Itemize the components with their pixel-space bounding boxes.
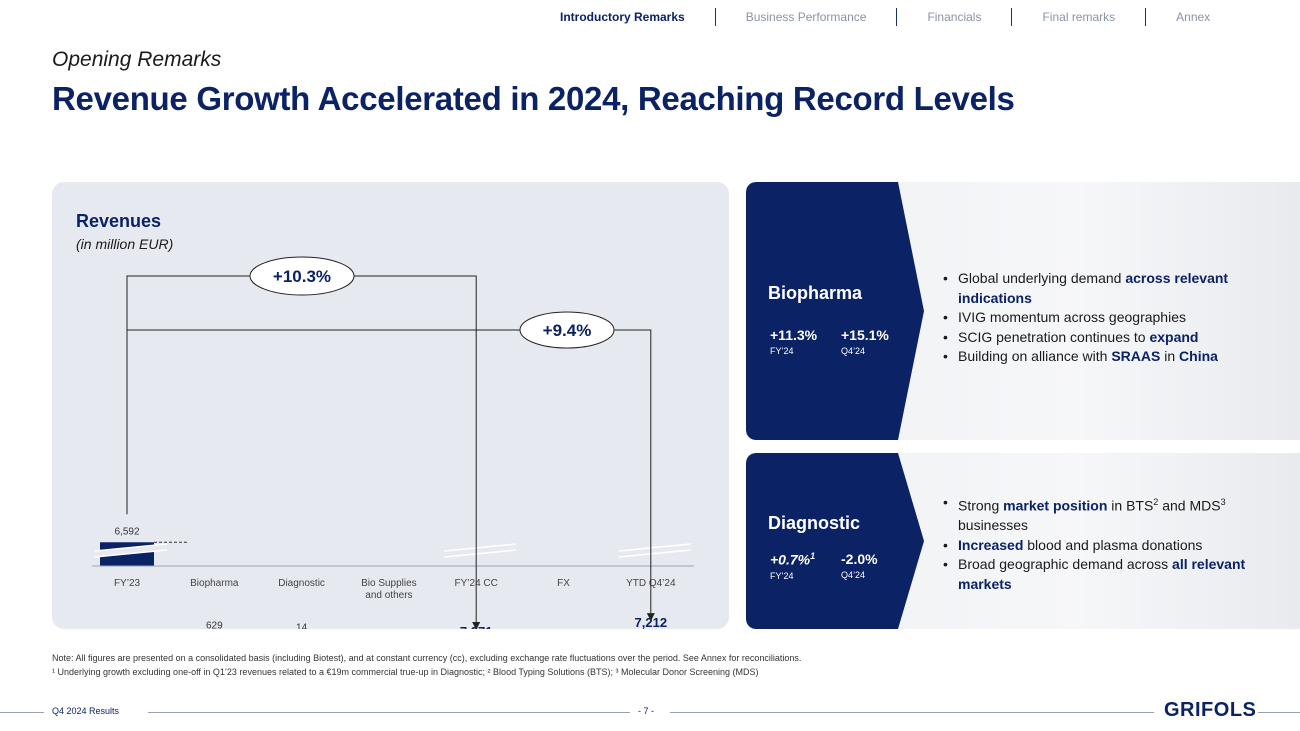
tick-label-5: FX [557,578,570,589]
biopharma-kpi-fy: +11.3% FY’24 [770,327,817,356]
axis-break-gap [94,544,168,557]
revenue-waterfall-chart: 6,592FY’23629Biopharma14Diagnostic63Bio … [92,256,694,629]
page-title: Revenue Growth Accelerated in 2024, Reac… [52,80,1015,117]
bullet-emphasis: SRAAS [1111,348,1161,364]
chart-panel [52,182,729,629]
footer-report-name: Q4 2024 Results [52,706,120,716]
kpi-value: +15.1% [841,327,889,343]
footnote-line-2: ¹ Underlying growth excluding one-off in… [52,666,759,677]
footnote-marker: 2 [1153,497,1159,507]
section-subtitle: Opening Remarks [52,48,222,71]
bullet-emphasis: across relevant indications [958,270,1229,306]
kpi-label: Q4’24 [841,346,866,356]
bullet-item: Strong market position in BTS2 and MDS3 … [941,493,1281,536]
footnotes: Note: All figures are presented on a con… [52,652,801,679]
bullet-text: IVIG momentum across geographies [958,309,1186,325]
kpi-label: Q4’24 [841,570,866,580]
footer-divider [670,712,1154,713]
bullet-emphasis: China [1179,348,1218,364]
bullet-emphasis: all relevant markets [958,556,1246,592]
diagnostic-kpi-q4: -2.0% Q4’24 [841,551,878,580]
bullet-item: Building on alliance with SRAAS in China [941,347,1281,367]
bullet-text: and MDS [1158,497,1221,514]
footer-divider [148,712,630,713]
annotation-arrow [472,622,481,629]
diagnostic-title: Diagnostic [768,513,861,533]
data-label-1: 629 [206,621,223,629]
nav-business-performance[interactable]: Business Performance [714,8,897,26]
axis-break-gap [443,544,517,557]
bullet-text: blood and plasma donations [1023,536,1203,553]
grifols-logo: GRIFOLS [1164,699,1257,721]
diagnostic-bullet-list: Strong market position in BTS2 and MDS3 … [941,493,1281,594]
annotation-arrow [646,613,655,622]
axis-break-mark [94,543,168,552]
nav-introductory-remarks[interactable]: Introductory Remarks [560,10,685,24]
bullet-text: Building on alliance with [958,348,1112,364]
kpi-label: FY’24 [770,570,794,581]
kpi-value: +11.3% [770,327,818,343]
tick-label-3: and others [365,590,412,601]
footer-divider [0,712,44,713]
growth-label-ytd: +9.4% [543,321,592,340]
footnote-marker: 3 [1220,497,1226,507]
kpi-label: FY’24 [770,346,794,356]
kpi-value: -2.0% [841,551,878,567]
tick-label-0: FY’23 [114,578,141,589]
biopharma-panel: Biopharma +11.3% FY’24 +15.1% Q4’24 Glob… [746,182,1300,440]
nav-financials[interactable]: Financials [896,8,1011,26]
nav-final-remarks[interactable]: Final remarks [1011,8,1145,26]
bullet-text: Global underlying demand [958,270,1126,286]
bullet-emphasis: Increased [958,536,1024,553]
tick-label-1: Biopharma [190,578,239,589]
axis-break-gap [618,544,692,557]
kpi-value: +0.7%1 [770,551,815,568]
bullet-text: in [1160,348,1180,364]
bullet-emphasis: market position [1003,497,1108,514]
bullet-emphasis: expand [1149,328,1199,345]
axis-break-mark [444,543,517,552]
bullet-item: Increased blood and plasma donations [941,536,1281,556]
chart-unit: (in million EUR) [76,236,174,252]
diagnostic-chevron [746,453,924,629]
page-number: - 7 - [638,706,655,716]
bullet-text: Strong [958,497,1004,514]
annotation-bracket-ytd [127,329,652,614]
diagnostic-panel: Diagnostic +0.7%1 FY’24 -2.0% Q4’24 Stro… [746,453,1300,629]
bullet-item: IVIG momentum across geographies [941,308,1281,328]
diagnostic-kpi-fy: +0.7%1 FY’24 [770,551,815,581]
annotation-bracket-fy24 [126,275,477,622]
axis-break-mark [618,549,691,558]
tick-label-3: Bio Supplies [361,578,417,589]
growth-label-fy24: +10.3% [273,267,331,286]
biopharma-title: Biopharma [768,283,863,303]
tick-label-2: Diagnostic [278,578,325,589]
footer-divider [1258,712,1300,713]
data-label-5: 59 [558,628,570,629]
chart-title: Revenues [76,211,162,231]
bullet-text: Broad geographic demand across [958,556,1173,573]
bullet-item: Broad geographic demand across all relev… [941,555,1281,594]
data-label-0: 6,592 [114,526,139,537]
bullet-item: SCIG penetration continues to expand [941,328,1281,348]
kpi-number: +0.7% [770,551,811,568]
data-label-6: 7,212 [635,615,668,629]
axis-break-mark [618,543,691,552]
biopharma-kpi-q4: +15.1% Q4’24 [841,327,889,356]
nav-annex[interactable]: Annex [1145,8,1240,26]
axis-break-mark [94,549,168,558]
footnote-marker: 1 [810,551,816,561]
biopharma-chevron [746,182,924,440]
axis-break-mark [444,549,517,558]
annotation-bubble [249,256,355,296]
top-navigation: Introductory Remarks Business Performanc… [530,0,1270,34]
bullet-text: businesses [958,517,1029,534]
footnote-line-1: Note: All figures are presented on a con… [52,653,802,663]
biopharma-bullet-list: Global underlying demand across relevant… [941,269,1281,367]
bullet-item: Global underlying demand across relevant… [941,269,1281,308]
data-label-2: 14 [296,623,308,629]
bullet-text: in BTS [1107,497,1154,514]
bullet-text: SCIG penetration continues to [958,328,1150,345]
annotation-bubble [519,311,615,349]
